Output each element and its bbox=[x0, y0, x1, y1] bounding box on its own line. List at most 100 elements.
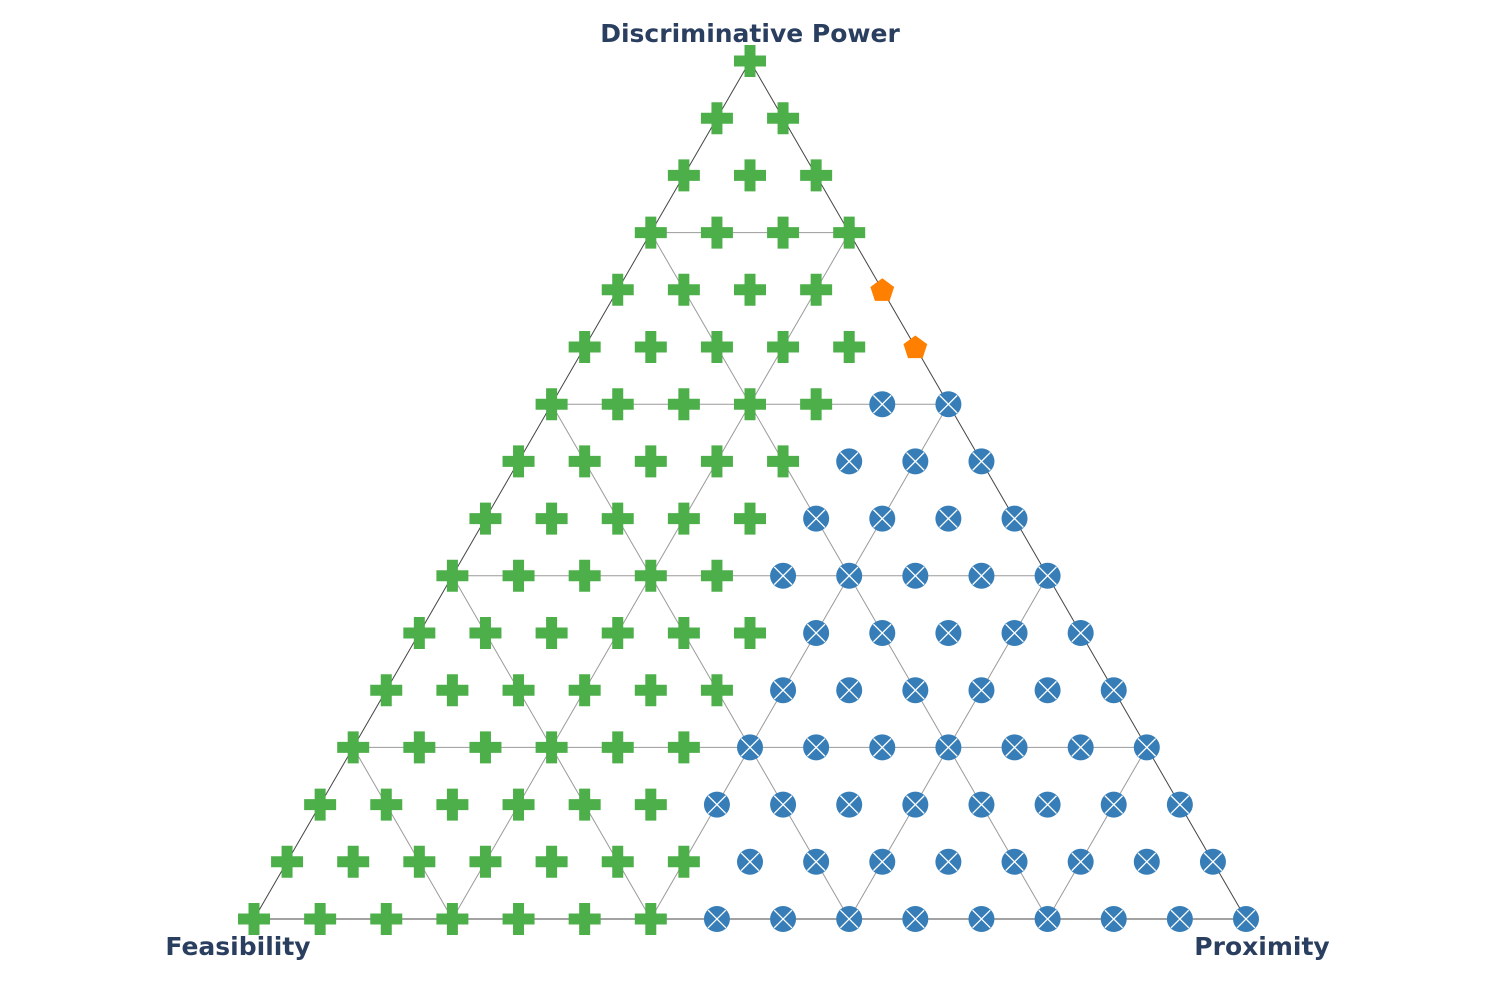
cross-marker bbox=[734, 273, 766, 306]
circle-x-marker bbox=[968, 906, 995, 932]
cross-marker bbox=[568, 788, 601, 821]
cross-marker bbox=[634, 559, 667, 592]
cross-marker bbox=[469, 845, 502, 878]
cross-marker bbox=[337, 731, 370, 764]
cross-marker bbox=[667, 502, 700, 535]
cross-marker bbox=[601, 502, 634, 535]
cross-marker bbox=[700, 102, 733, 135]
axis-label-right: Proximity bbox=[1194, 932, 1330, 961]
circle-x-marker bbox=[869, 620, 896, 646]
circle-x-marker bbox=[902, 677, 929, 704]
cross-marker bbox=[535, 845, 568, 878]
circle-x-marker bbox=[803, 505, 830, 532]
cross-marker bbox=[700, 216, 733, 249]
circle-x-marker bbox=[869, 391, 896, 418]
data-points bbox=[238, 45, 1259, 935]
cross-marker bbox=[436, 788, 469, 821]
circle-x-marker bbox=[1001, 505, 1028, 532]
cross-marker bbox=[667, 388, 700, 421]
circle-x-marker bbox=[770, 791, 797, 818]
cross-marker bbox=[767, 445, 800, 478]
cross-marker bbox=[767, 216, 800, 249]
cross-marker bbox=[304, 788, 337, 821]
cross-marker bbox=[634, 216, 667, 249]
cross-marker bbox=[734, 617, 766, 649]
cross-marker bbox=[370, 903, 403, 935]
circle-x-marker bbox=[935, 620, 962, 646]
cross-marker bbox=[502, 788, 535, 821]
circle-x-marker bbox=[836, 791, 863, 818]
circle-x-marker bbox=[1067, 620, 1094, 646]
cross-marker bbox=[238, 903, 270, 935]
circle-x-marker bbox=[968, 677, 995, 704]
circle-x-marker bbox=[1100, 906, 1127, 932]
cross-marker bbox=[271, 845, 304, 878]
cross-marker bbox=[436, 674, 469, 707]
circle-x-marker bbox=[1034, 562, 1061, 589]
cross-marker bbox=[634, 788, 667, 821]
cross-marker bbox=[634, 331, 667, 363]
cross-marker bbox=[304, 903, 337, 935]
circle-x-marker bbox=[1034, 791, 1061, 818]
cross-marker bbox=[634, 903, 667, 935]
circle-x-marker bbox=[1166, 791, 1193, 818]
cross-marker bbox=[568, 331, 601, 363]
circle-x-marker bbox=[836, 562, 863, 589]
circle-x-marker bbox=[737, 734, 763, 761]
circle-x-marker bbox=[1100, 677, 1127, 704]
circle-x-marker bbox=[935, 848, 962, 875]
circle-x-marker bbox=[1067, 848, 1094, 875]
cross-marker bbox=[535, 388, 568, 421]
cross-marker bbox=[700, 445, 733, 478]
cross-marker bbox=[436, 559, 469, 592]
cross-marker bbox=[502, 903, 535, 935]
cross-marker bbox=[337, 845, 370, 878]
circle-x-marker bbox=[1199, 848, 1226, 875]
cross-marker bbox=[535, 502, 568, 535]
circle-x-marker bbox=[935, 734, 962, 761]
cross-marker bbox=[568, 445, 601, 478]
circle-x-marker bbox=[836, 677, 863, 704]
cross-marker bbox=[535, 731, 568, 764]
circle-x-marker bbox=[1067, 734, 1094, 761]
circle-x-marker bbox=[968, 562, 995, 589]
grid-line bbox=[650, 403, 949, 920]
cross-marker bbox=[601, 845, 634, 878]
axis-label-top: Discriminative Power bbox=[600, 19, 900, 48]
cross-marker bbox=[800, 273, 833, 306]
circle-x-marker bbox=[1034, 677, 1061, 704]
circle-x-marker bbox=[1034, 906, 1061, 932]
circle-x-marker bbox=[770, 906, 797, 932]
cross-marker bbox=[634, 674, 667, 707]
cross-marker bbox=[667, 159, 700, 192]
circle-x-marker bbox=[703, 791, 730, 818]
cross-marker bbox=[469, 617, 502, 649]
cross-marker bbox=[667, 617, 700, 649]
circle-x-marker bbox=[902, 562, 929, 589]
cross-marker bbox=[370, 674, 403, 707]
cross-marker bbox=[833, 331, 866, 363]
cross-marker bbox=[502, 445, 535, 478]
cross-marker bbox=[667, 845, 700, 878]
circle-x-marker bbox=[1100, 791, 1127, 818]
circle-x-marker bbox=[836, 906, 863, 932]
cross-marker bbox=[667, 273, 700, 306]
cross-marker bbox=[601, 388, 634, 421]
cross-marker bbox=[502, 559, 535, 592]
cross-marker bbox=[734, 45, 766, 77]
pentagon-marker bbox=[870, 278, 895, 301]
cross-marker bbox=[436, 903, 469, 935]
cross-marker bbox=[767, 331, 800, 363]
circle-x-marker bbox=[935, 391, 962, 418]
cross-marker bbox=[601, 731, 634, 764]
cross-marker bbox=[601, 273, 634, 306]
circle-x-marker bbox=[869, 734, 896, 761]
cross-marker bbox=[700, 331, 733, 363]
circle-x-marker bbox=[1233, 906, 1259, 932]
axis-label-left: Feasibility bbox=[165, 932, 311, 961]
cross-marker bbox=[403, 845, 436, 878]
circle-x-marker bbox=[803, 734, 830, 761]
cross-marker bbox=[700, 559, 733, 592]
circle-x-marker bbox=[902, 791, 929, 818]
